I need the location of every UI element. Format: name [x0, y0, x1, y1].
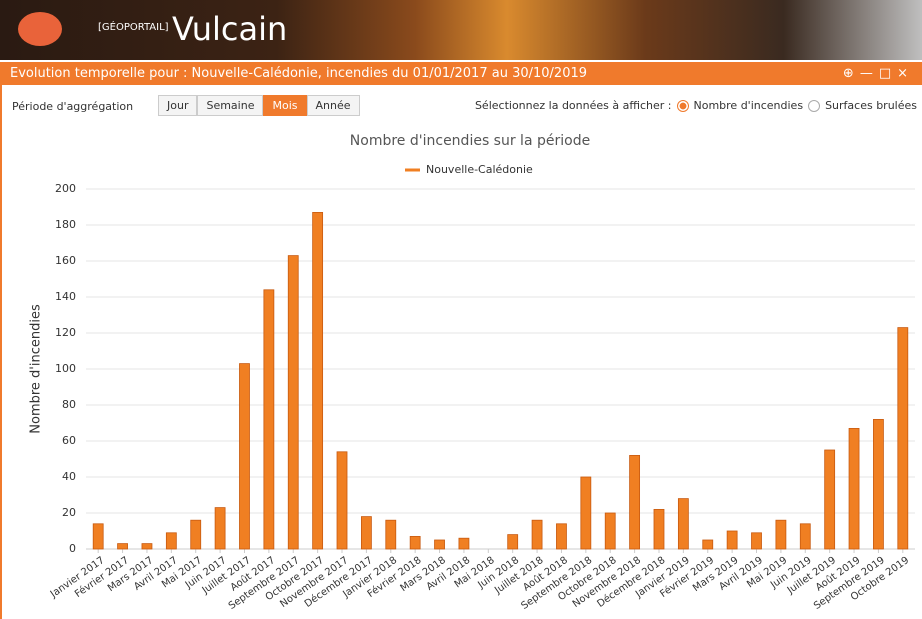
bar	[313, 212, 323, 549]
bar	[630, 455, 640, 549]
bar	[727, 531, 737, 549]
bar	[386, 520, 396, 549]
y-tick-label: 100	[55, 362, 76, 375]
bar	[800, 524, 810, 549]
bar	[118, 544, 128, 549]
chart: Nombre d'incendies sur la période Nouvell…	[0, 120, 922, 619]
y-tick-label: 40	[62, 470, 76, 483]
bar	[410, 536, 420, 549]
app-name: Vulcain	[172, 10, 287, 48]
logo	[18, 12, 62, 46]
bar	[873, 419, 883, 549]
bar	[654, 509, 664, 549]
period-button[interactable]: Semaine	[197, 95, 263, 116]
data-label: Sélectionnez la données à afficher :	[475, 99, 672, 112]
bar	[532, 520, 542, 549]
option-label[interactable]: Nombre d'incendies	[694, 99, 804, 112]
bar	[556, 524, 566, 549]
bar	[459, 538, 469, 549]
radio[interactable]	[677, 100, 689, 112]
y-tick-label: 120	[55, 326, 76, 339]
y-tick-label: 140	[55, 290, 76, 303]
header: [GÉOPORTAIL] Vulcain	[0, 0, 922, 60]
data-options: Sélectionnez la données à afficher : Nom…	[475, 99, 917, 112]
bar	[191, 520, 201, 549]
bar	[239, 364, 249, 549]
y-tick-label: 0	[69, 542, 76, 555]
period-button[interactable]: Jour	[158, 95, 197, 116]
y-tick-label: 160	[55, 254, 76, 267]
y-tick-label: 60	[62, 434, 76, 447]
legend-label: Nouvelle-Calédonie	[426, 163, 533, 176]
bar	[435, 540, 445, 549]
y-axis-label: Nombre d'incendies	[29, 304, 44, 434]
bar	[93, 524, 103, 549]
period-button[interactable]: Mois	[263, 95, 306, 116]
period-label: Période d'aggrégation	[12, 100, 133, 113]
period-button[interactable]: Année	[307, 95, 360, 116]
bar	[776, 520, 786, 549]
radio[interactable]	[808, 100, 820, 112]
bar	[288, 256, 298, 549]
bar	[703, 540, 713, 549]
bar	[752, 533, 762, 549]
y-tick-label: 180	[55, 218, 76, 231]
bar	[849, 428, 859, 549]
page: [GÉOPORTAIL] Vulcain Evolution temporell…	[0, 0, 922, 619]
bar	[678, 499, 688, 549]
chart-title: Nombre d'incendies sur la période	[350, 133, 590, 149]
window-icons[interactable]: ⊕—□×	[843, 62, 914, 85]
y-tick-label: 200	[55, 182, 76, 195]
brand: [GÉOPORTAIL]	[98, 22, 169, 33]
bar	[605, 513, 615, 549]
bar	[264, 290, 274, 549]
y-tick-label: 20	[62, 506, 76, 519]
window-title: Evolution temporelle pour : Nouvelle-Cal…	[10, 66, 587, 81]
bar	[508, 535, 518, 549]
bar	[337, 452, 347, 549]
bar	[898, 328, 908, 549]
bar	[825, 450, 835, 549]
bar	[166, 533, 176, 549]
bar	[581, 477, 591, 549]
bar	[215, 508, 225, 549]
window-title-bar: Evolution temporelle pour : Nouvelle-Cal…	[0, 62, 922, 85]
option-label[interactable]: Surfaces brulées	[825, 99, 917, 112]
bar	[142, 544, 152, 549]
bar	[361, 517, 371, 549]
y-tick-label: 80	[62, 398, 76, 411]
